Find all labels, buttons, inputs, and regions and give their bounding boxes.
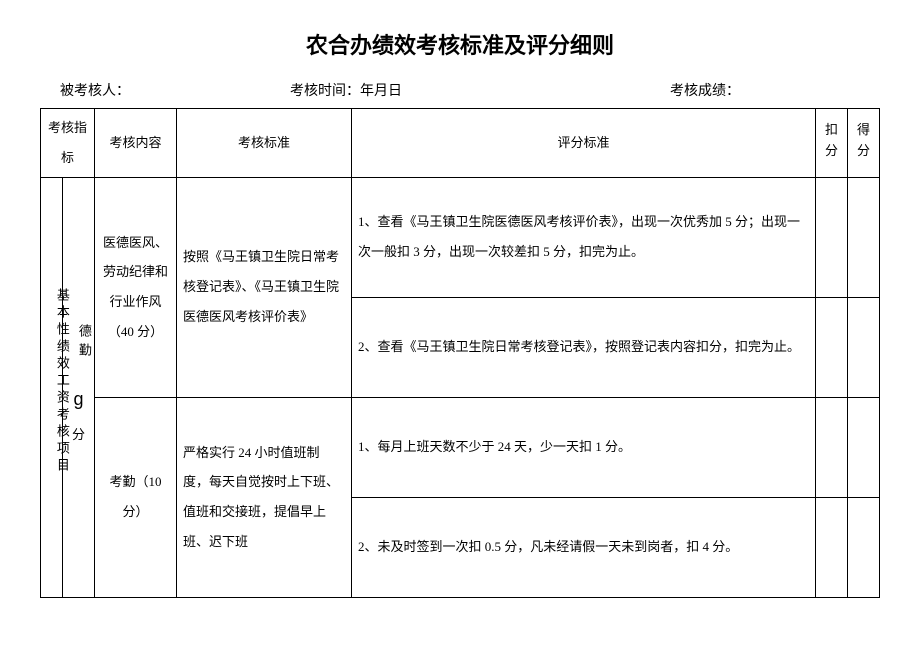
cell-content-2: 考勤（10 分） [95,397,177,597]
cell-deduct-1b [816,297,848,397]
cell-deduct-2b [816,497,848,597]
th-score: 得分 [848,109,880,178]
cell-criteria-1b: 2、查看《马王镇卫生院日常考核登记表》，按照登记表内容扣分，扣完为止。 [352,297,816,397]
th-criteria: 评分标准 [352,109,816,178]
cell-deduct-2a [816,397,848,497]
cell-score-2b [848,497,880,597]
info-time: 考核时间：年月日 [290,80,670,100]
cell-criteria-2b: 2、未及时签到一次扣 0.5 分，凡未经请假一天未到岗者，扣 4 分。 [352,497,816,597]
cell-score-1b [848,297,880,397]
cell-deduct-1a [816,177,848,297]
cell-content-1: 医德医风、劳动纪律和行业作风（40 分） [95,177,177,397]
cell-score-1a [848,177,880,297]
cell-criteria-2a: 1、每月上班天数不少于 24 天，少一天扣 1 分。 [352,397,816,497]
deqin-label: 德勤 [69,324,99,362]
assessment-table: 考核指标 考核内容 考核标准 评分标准 扣分 得分 基本性绩效工资考核项目 德勤… [40,108,880,598]
th-content: 考核内容 [95,109,177,178]
deqin-suffix: 分 [72,427,85,442]
deqin-g: g [74,389,84,409]
cell-project: 基本性绩效工资考核项目 [41,177,63,597]
info-row: 被考核人： 考核时间：年月日 考核成绩： [40,80,880,100]
table-row: 基本性绩效工资考核项目 德勤 g 分 医德医风、劳动纪律和行业作风（40 分） … [41,177,880,297]
cell-criteria-1a: 1、查看《马王镇卫生院医德医风考核评价表》，出现一次优秀加 5 分；出现一次一般… [352,177,816,297]
info-person: 被考核人： [60,80,290,100]
table-header-row: 考核指标 考核内容 考核标准 评分标准 扣分 得分 [41,109,880,178]
table-row: 考勤（10 分） 严格实行 24 小时值班制度，每天自觉按时上下班、值班和交接班… [41,397,880,497]
th-indicator: 考核指标 [41,109,95,178]
info-score: 考核成绩： [670,80,860,100]
page-title: 农合办绩效考核标准及评分细则 [40,28,880,60]
th-standard: 考核标准 [177,109,352,178]
th-deduct: 扣分 [816,109,848,178]
cell-standard-1: 按照《马王镇卫生院日常考核登记表》、《马王镇卫生院医德医风考核评价表》 [177,177,352,397]
cell-standard-2: 严格实行 24 小时值班制度，每天自觉按时上下班、值班和交接班，提倡早上班、迟下… [177,397,352,597]
cell-score-2a [848,397,880,497]
